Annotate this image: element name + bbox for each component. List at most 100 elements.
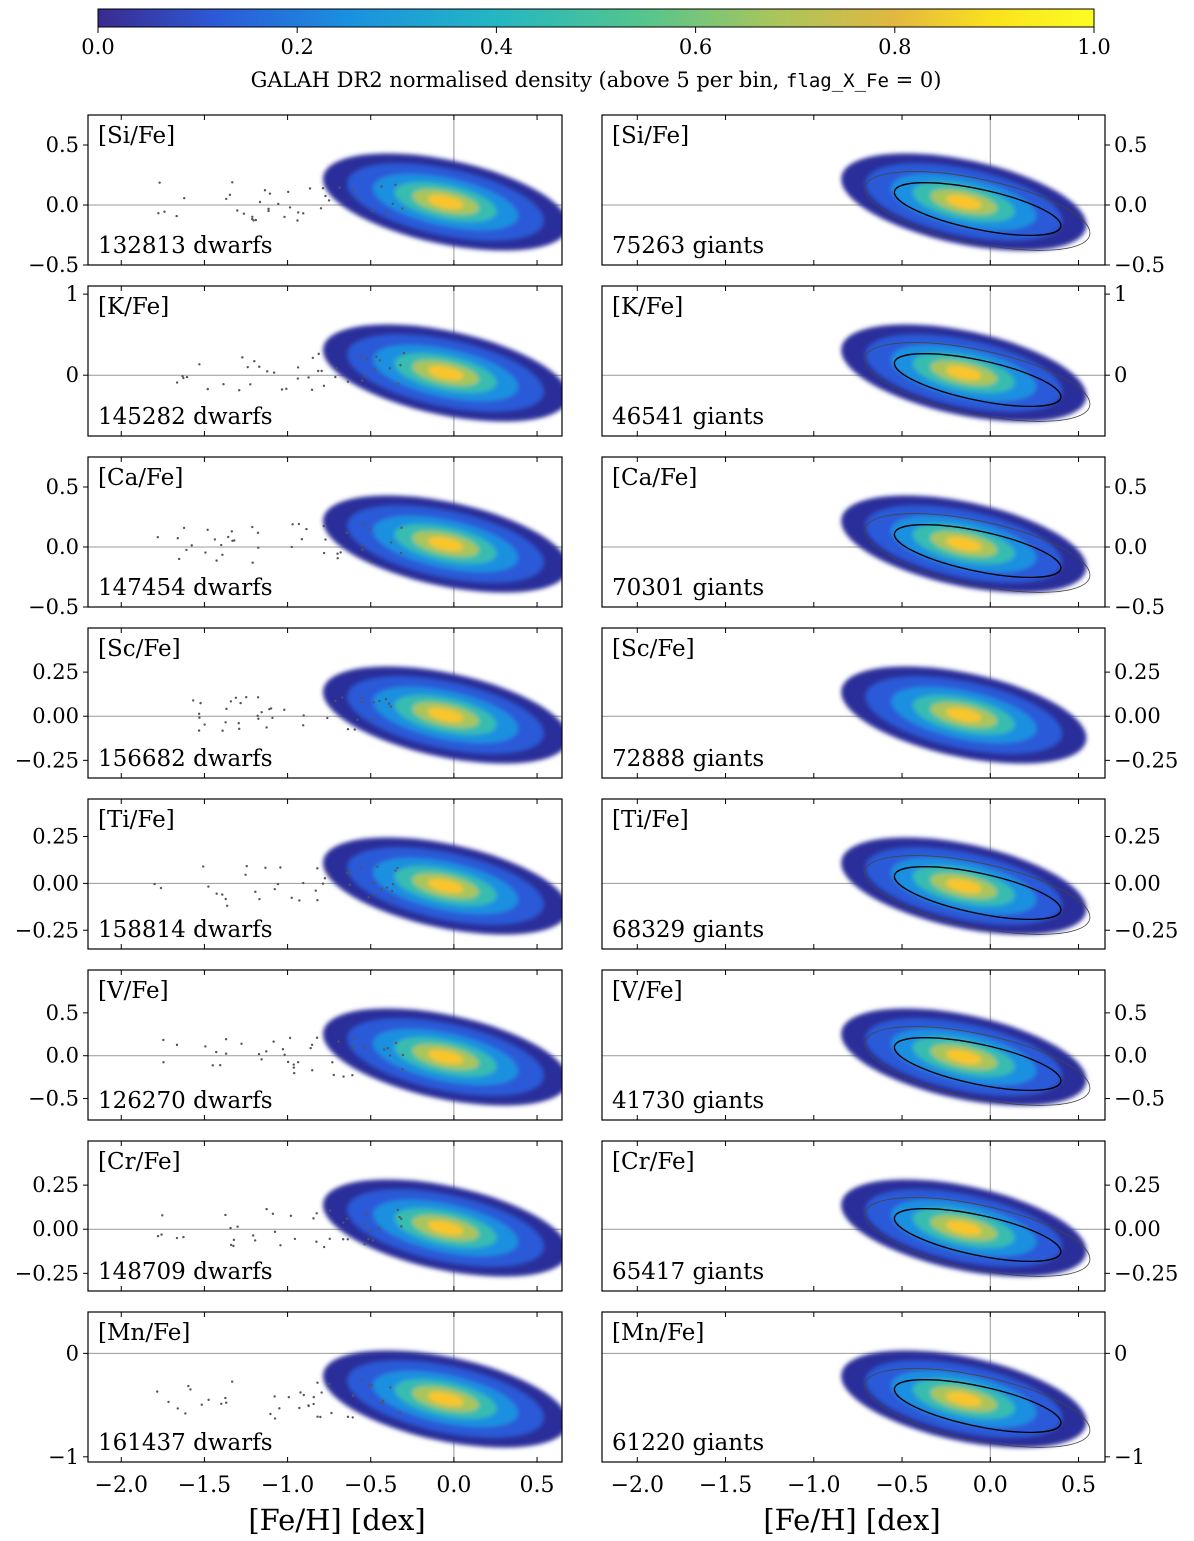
x-tick-label: −1.5 <box>178 1473 231 1498</box>
count-label: 46541 giants <box>612 404 764 430</box>
sample-point <box>399 363 402 367</box>
sample-point <box>310 388 314 392</box>
density-level <box>427 879 464 893</box>
count-label: 132813 dwarfs <box>98 233 273 259</box>
sample-point <box>251 1234 255 1237</box>
sample-point <box>219 1063 222 1067</box>
y-tick-label: 0.0 <box>46 535 79 559</box>
sample-points <box>192 696 393 732</box>
density-map <box>602 286 1105 436</box>
sample-point <box>319 1415 322 1419</box>
sample-point <box>245 696 248 699</box>
density-blob <box>322 495 562 593</box>
sample-point <box>308 187 312 190</box>
density-level <box>946 708 982 722</box>
panel-frame <box>87 969 563 1121</box>
sample-point <box>162 1038 165 1042</box>
sample-point <box>272 1040 275 1043</box>
sample-point <box>182 526 186 530</box>
sample-points <box>175 351 406 392</box>
y-tick-label: 0.5 <box>1114 133 1147 157</box>
sample-point <box>378 359 382 362</box>
y-tick-label: 0.0 <box>46 1044 79 1068</box>
sample-point <box>369 560 373 563</box>
sample-point <box>322 524 326 528</box>
sample-point <box>315 1212 318 1215</box>
sample-point <box>317 352 320 356</box>
sample-point <box>385 211 388 214</box>
colorbar-tick-label: 0.6 <box>679 35 712 59</box>
sample-point <box>167 1400 170 1404</box>
sample-point <box>312 1395 315 1399</box>
sample-point <box>307 376 310 379</box>
density-blob <box>841 153 1087 251</box>
sample-point <box>265 726 268 729</box>
panel-frame <box>601 627 1106 779</box>
sample-point <box>302 212 305 215</box>
y-tick-label: −0.5 <box>28 253 79 277</box>
sample-point <box>198 716 201 719</box>
sample-point <box>359 355 362 359</box>
sample-point <box>242 212 246 215</box>
sample-point <box>268 192 272 195</box>
sample-point <box>370 1383 373 1387</box>
sample-point <box>353 728 356 731</box>
panel-frame <box>87 456 563 608</box>
sample-point <box>245 864 248 868</box>
sample-point <box>203 723 206 726</box>
sample-point <box>341 696 344 699</box>
sample-point <box>335 366 338 370</box>
sample-point <box>401 1067 404 1071</box>
sample-point <box>334 699 337 703</box>
sample-point <box>161 1214 164 1217</box>
density-level <box>427 1392 464 1406</box>
sample-point <box>342 1075 345 1078</box>
sample-point <box>328 1382 331 1386</box>
sample-point <box>254 890 257 894</box>
y-tick-label: 0.00 <box>32 1217 79 1241</box>
sample-point <box>206 387 209 391</box>
sample-point <box>292 1071 296 1075</box>
sample-point <box>400 1217 403 1220</box>
sample-point <box>251 215 254 219</box>
sample-point <box>273 1395 276 1398</box>
sample-point <box>376 865 379 868</box>
element-label: [Ti/Fe] <box>98 807 175 833</box>
panel-kfe-giants: 1 0 [K/Fe] 46541 giants <box>601 282 1127 437</box>
y-tick-label: −0.25 <box>15 1261 79 1285</box>
sample-point <box>271 1212 275 1216</box>
sample-point <box>228 193 232 197</box>
sample-point <box>213 538 217 541</box>
sample-point <box>398 1411 402 1414</box>
sample-point <box>206 528 209 532</box>
panel-frame <box>87 114 563 266</box>
sample-point <box>229 1243 233 1247</box>
panel-sife-giants: 0.5 0.0 −0.5 [Si/Fe] 75263 giants <box>601 114 1165 277</box>
panel-tife-dwarfs: 0.25 0.00 −0.25 [Ti/Fe] 158814 dwarfs <box>15 798 563 950</box>
density-map <box>88 115 562 265</box>
sample-point <box>253 1239 257 1242</box>
sample-point <box>287 190 290 194</box>
sample-point <box>352 1045 355 1049</box>
sample-point <box>331 1061 334 1064</box>
y-tick-label: 0.0 <box>1114 193 1147 217</box>
panel-vfe-dwarfs: 0.5 0.0 −0.5 [V/Fe] 126270 dwarfs <box>28 969 563 1121</box>
sample-point <box>175 214 178 218</box>
sample-point <box>279 1244 282 1247</box>
count-label: 126270 dwarfs <box>98 1088 273 1114</box>
density-map <box>602 1141 1105 1291</box>
density-map <box>88 457 562 607</box>
panel-sife-dwarfs: 0.5 0.0 −0.5 [Si/Fe] 132813 dwarfs <box>28 114 563 277</box>
sample-points <box>153 864 399 907</box>
sample-point <box>328 1237 331 1241</box>
y-tick-label: −0.25 <box>1114 748 1178 772</box>
contour-outer <box>864 513 1091 593</box>
contour-inner <box>893 182 1062 237</box>
sample-point <box>267 207 270 211</box>
sample-point <box>305 527 308 531</box>
sample-point <box>233 539 236 542</box>
sample-point <box>156 1234 160 1238</box>
sample-point <box>369 1229 372 1233</box>
x-tick-label: 0.5 <box>520 1473 555 1498</box>
sample-point <box>394 1041 398 1045</box>
